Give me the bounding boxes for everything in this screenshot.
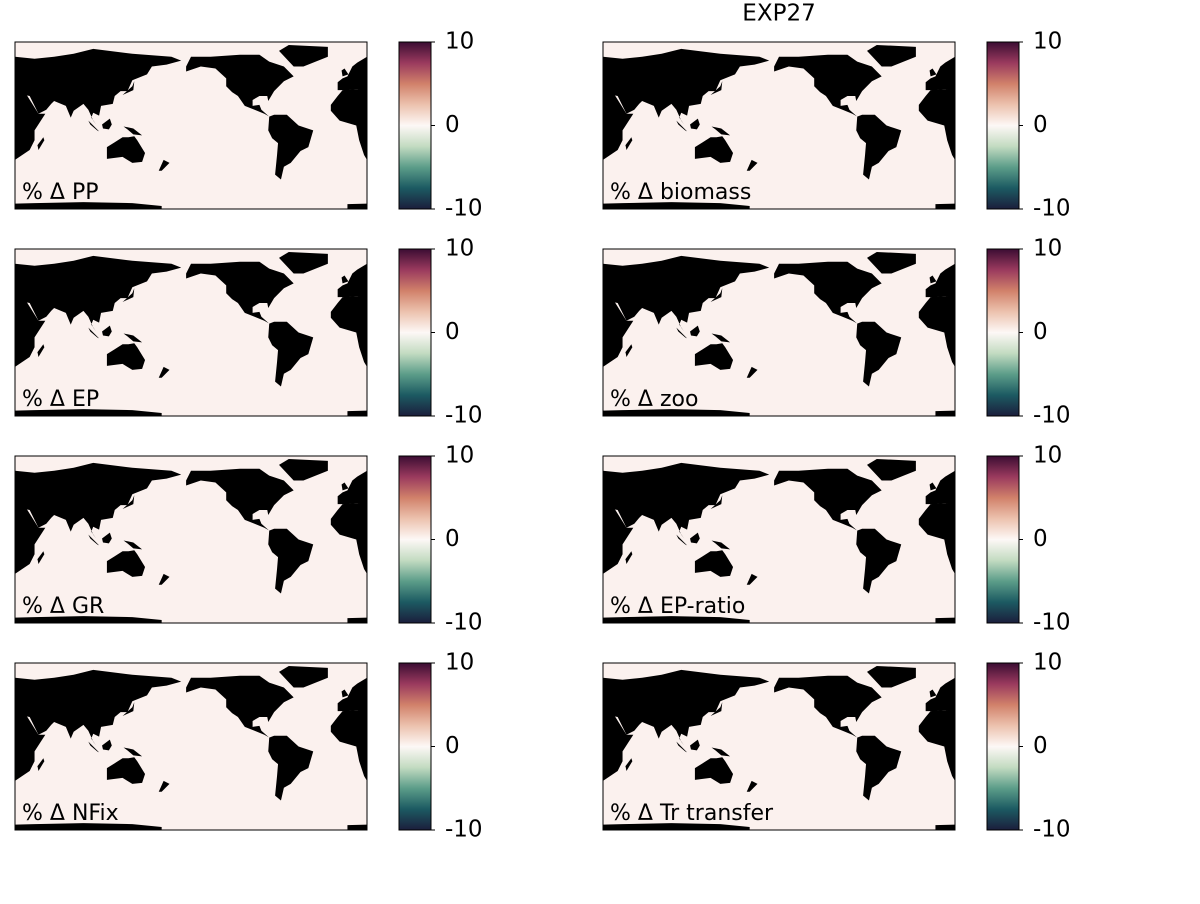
colorbar-tick-label: 10 [445,29,474,55]
panel-label: % Δ Tr transfer [610,801,774,826]
colorbar-tick-label: -10 [445,610,483,636]
map [603,663,955,830]
map-frame [602,662,956,831]
map [15,42,367,209]
map [15,249,367,416]
map-panel: % Δ GR 10 0 -10 [14,443,483,636]
figure-title: EXP27 [742,1,815,27]
map-panel: % Δ Tr transfer 10 0 -10 [602,650,1071,843]
map [15,456,367,623]
colorbar [398,662,432,831]
map-panel: % Δ EP 10 0 -10 [14,236,483,429]
map-panel: % Δ PP 10 0 -10 [14,29,483,222]
colorbar-tick-label: 0 [1033,112,1048,138]
map-frame [14,455,368,624]
colorbar-tick-label: 0 [1033,733,1048,759]
colorbar-tick-label: 0 [445,319,460,345]
colorbar-tick-label: 10 [1033,236,1062,262]
panel-label: % Δ zoo [610,387,698,412]
colorbar [398,41,432,210]
map-panel: % Δ zoo 10 0 -10 [602,236,1071,429]
colorbar [986,662,1020,831]
colorbar-tick-label: 10 [1033,443,1062,469]
colorbar-tick-label: 10 [445,443,474,469]
map-frame [14,662,368,831]
colorbar-tick-label: 0 [445,112,460,138]
panel-label: % Δ EP-ratio [610,594,745,619]
colorbar-tick-label: -10 [445,196,483,222]
colorbar-tick-label: -10 [1033,610,1071,636]
colorbar [986,455,1020,624]
map-frame [14,248,368,417]
colorbar-tick-label: -10 [445,817,483,843]
colorbar-tick-label: -10 [1033,196,1071,222]
panel-label: % Δ PP [22,180,98,205]
panel-label: % Δ GR [22,594,104,619]
map [603,456,955,623]
map-panel: % Δ NFix 10 0 -10 [14,650,483,843]
map-frame [14,41,368,210]
map-frame [602,248,956,417]
map-frame [602,41,956,210]
colorbar-tick-label: 10 [445,650,474,676]
map [15,663,367,830]
colorbar-tick-label: 10 [1033,29,1062,55]
map-panel: % Δ biomass 10 0 -10 [602,29,1071,222]
colorbar-tick-label: 0 [445,526,460,552]
colorbar [986,248,1020,417]
colorbar-tick-label: -10 [1033,817,1071,843]
colorbar-tick-label: 0 [1033,319,1048,345]
colorbar-tick-label: 10 [1033,650,1062,676]
colorbar [986,41,1020,210]
panel-label: % Δ biomass [610,180,751,205]
map [603,249,955,416]
colorbar-tick-label: -10 [1033,403,1071,429]
map-frame [602,455,956,624]
colorbar-tick-label: 0 [445,733,460,759]
colorbar-tick-label: -10 [445,403,483,429]
colorbar-tick-label: 10 [445,236,474,262]
panel-label: % Δ NFix [22,801,119,826]
map-panel: % Δ EP-ratio 10 0 -10 [602,443,1071,636]
colorbar [398,455,432,624]
colorbar-tick-label: 0 [1033,526,1048,552]
panel-label: % Δ EP [22,387,99,412]
colorbar [398,248,432,417]
map [603,42,955,209]
